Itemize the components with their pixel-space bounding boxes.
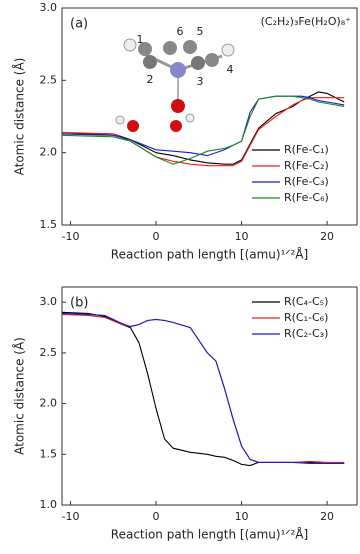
y-tick-label: 3.0	[40, 295, 58, 308]
legend-label: R(Fe-C₃)	[284, 175, 329, 188]
y-tick-label: 1.5	[40, 447, 58, 460]
x-tick-label: 10	[235, 230, 249, 243]
y-axis-label: Atomic distance (Å)	[12, 58, 27, 176]
x-tick-label: -10	[62, 510, 80, 523]
legend-label: R(C₂-C₃)	[284, 327, 328, 340]
y-tick-label: 2.0	[40, 146, 58, 159]
series-line	[61, 95, 345, 165]
x-tick-label: 20	[320, 230, 334, 243]
y-tick-label: 1.5	[40, 218, 58, 231]
y-tick-label: 2.5	[40, 73, 58, 86]
annotation: (C₂H₂)₃Fe(H₂O)₈⁺	[261, 15, 352, 28]
legend-label: R(C₁-C₆)	[284, 311, 328, 324]
atom-label: 2	[147, 73, 154, 86]
x-tick-label: 10	[235, 510, 249, 523]
plot-frame	[61, 286, 358, 506]
molecule	[115, 38, 235, 132]
legend-label: R(C₄-C₅)	[284, 295, 328, 308]
atom-label: 4	[227, 63, 234, 76]
y-tick-label: 3.0	[40, 1, 58, 14]
x-tick-label: 20	[320, 510, 334, 523]
series-line	[61, 312, 345, 464]
y-tick-label: 2.0	[40, 397, 58, 410]
legend-label: R(Fe-C₁)	[284, 143, 329, 156]
y-tick-label: 2.5	[40, 346, 58, 359]
x-tick-label: 0	[153, 510, 160, 523]
y-tick-label: 1.0	[40, 498, 58, 511]
series-line	[62, 91, 345, 165]
x-axis-label: Reaction path length [(amu)¹ᐟ²Å]	[111, 527, 308, 542]
panel-label: (b)	[70, 296, 88, 311]
atom-label: 3	[197, 75, 204, 88]
legend-label: R(Fe-C₆)	[284, 191, 329, 204]
atom-label: 5	[197, 25, 204, 38]
plot-frame	[61, 7, 358, 226]
atom-label: 6	[177, 25, 184, 38]
legend-label: R(Fe-C₂)	[284, 159, 329, 172]
panel-label: (a)	[70, 17, 88, 32]
x-tick-label: -10	[62, 230, 80, 243]
x-tick-label: 0	[153, 230, 160, 243]
x-axis-label: Reaction path length [(amu)¹ᐟ²Å]	[111, 247, 308, 262]
y-axis-label: Atomic distance (Å)	[12, 337, 27, 455]
atom-label: 1	[137, 33, 144, 46]
